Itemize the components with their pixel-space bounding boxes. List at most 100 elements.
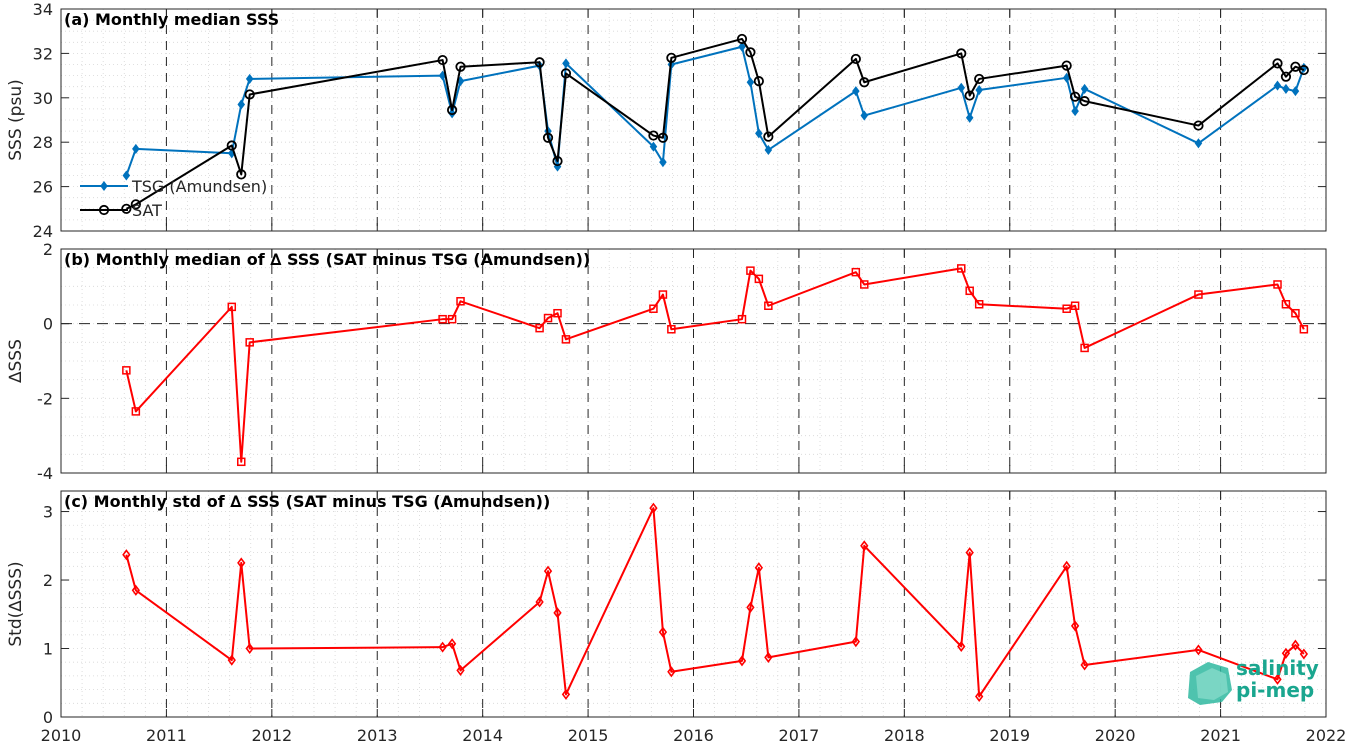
data-point — [131, 584, 140, 596]
data-point — [754, 274, 764, 284]
data-point — [957, 264, 966, 273]
data-point — [859, 77, 870, 88]
data-point — [455, 61, 466, 72]
data-point — [658, 626, 668, 638]
data-point — [438, 314, 447, 324]
logo-line1: salinity — [1236, 656, 1319, 680]
data-point — [456, 297, 465, 306]
data-point — [1273, 673, 1282, 685]
y-tick-label: 32 — [33, 44, 53, 63]
data-point — [1298, 64, 1309, 76]
data-point — [1281, 300, 1291, 309]
y-tick-label: 0 — [43, 315, 53, 334]
data-point — [227, 654, 236, 666]
data-point — [1291, 86, 1300, 97]
data-point — [860, 540, 869, 552]
y-tick-label: 30 — [33, 89, 53, 108]
data-point — [227, 302, 237, 312]
data-point — [1290, 61, 1301, 72]
data-point — [1070, 91, 1081, 102]
y-tick-label: 24 — [33, 222, 53, 241]
data-point — [666, 52, 677, 63]
x-tick-label: 2020 — [1095, 726, 1136, 745]
data-point — [534, 57, 545, 68]
series-1 — [122, 502, 1309, 702]
data-point — [552, 155, 563, 167]
data-point — [447, 638, 457, 650]
data-point — [754, 562, 764, 574]
data-point — [659, 157, 667, 168]
data-point — [1282, 83, 1290, 94]
data-point — [447, 314, 457, 324]
x-tick-label: 2011 — [146, 726, 187, 745]
chart-panel-2: -4 -2 0 2 ∆SSS (b) Monthly median of ∆ SSS (S… — [6, 240, 1327, 483]
x-tick-label: 2015 — [568, 726, 609, 745]
data-point — [738, 41, 746, 52]
data-point — [130, 199, 141, 210]
data-point — [850, 53, 861, 65]
data-point — [121, 203, 132, 214]
data-point — [438, 641, 447, 653]
y-tick-label: 2 — [43, 240, 53, 259]
legend-label: TSG (Amundsen) — [131, 177, 267, 196]
data-point — [764, 651, 773, 663]
data-point — [245, 73, 254, 84]
data-point — [658, 290, 668, 299]
data-point — [737, 655, 747, 667]
chart-panel-1: 24 26 28 30 32 34 SSS (psu) TSG (Amundsen) SAT (a… — [6, 0, 1327, 241]
panel-title: (c) Monthly std of ∆ SSS (SAT minus TSG … — [64, 492, 550, 511]
data-point — [851, 636, 860, 648]
data-point — [736, 33, 748, 45]
data-point — [1194, 644, 1203, 656]
data-point — [649, 141, 658, 152]
data-point — [746, 266, 755, 275]
data-point — [553, 607, 562, 619]
y-tick-label: 28 — [33, 133, 53, 152]
data-point — [746, 77, 755, 88]
data-point — [957, 82, 966, 93]
data-point — [543, 313, 553, 323]
data-point — [1062, 304, 1071, 313]
data-point — [98, 204, 110, 216]
data-point — [1273, 280, 1282, 289]
data-point — [131, 407, 141, 416]
data-point — [456, 664, 465, 676]
data-point — [965, 286, 974, 296]
data-point — [237, 557, 246, 569]
data-point — [1272, 58, 1283, 69]
series-1 — [122, 264, 1309, 467]
data-point — [1291, 639, 1300, 651]
data-point — [860, 280, 869, 289]
data-point — [657, 132, 669, 143]
y-axis-label: ∆SSS — [6, 339, 26, 384]
data-point — [237, 99, 246, 110]
data-point — [852, 86, 860, 97]
data-point — [860, 110, 869, 121]
series-line — [125, 507, 1305, 698]
data-point — [1299, 325, 1309, 334]
data-point — [553, 308, 562, 318]
legend-label: SAT — [132, 201, 162, 220]
x-tick-label: 2021 — [1200, 726, 1241, 745]
data-point — [746, 601, 755, 613]
grid — [60, 491, 1327, 718]
x-tick-label: 2019 — [989, 726, 1030, 745]
y-axis-label: SSS (psu) — [6, 79, 26, 160]
data-point — [535, 323, 544, 333]
panel-title: (b) Monthly median of ∆ SSS (SAT minus T… — [64, 250, 590, 269]
data-point — [1280, 71, 1292, 82]
data-point — [245, 642, 254, 655]
data-point — [964, 90, 975, 101]
data-point — [1291, 308, 1300, 318]
data-point — [122, 366, 131, 375]
data-point — [1080, 659, 1089, 671]
data-point — [764, 144, 773, 156]
data-point — [132, 143, 140, 154]
data-point — [649, 304, 658, 313]
y-tick-label: 1 — [43, 640, 53, 659]
data-point — [957, 640, 966, 652]
y-tick-label: 3 — [43, 503, 53, 522]
series-line — [125, 267, 1305, 463]
data-point — [244, 89, 255, 100]
